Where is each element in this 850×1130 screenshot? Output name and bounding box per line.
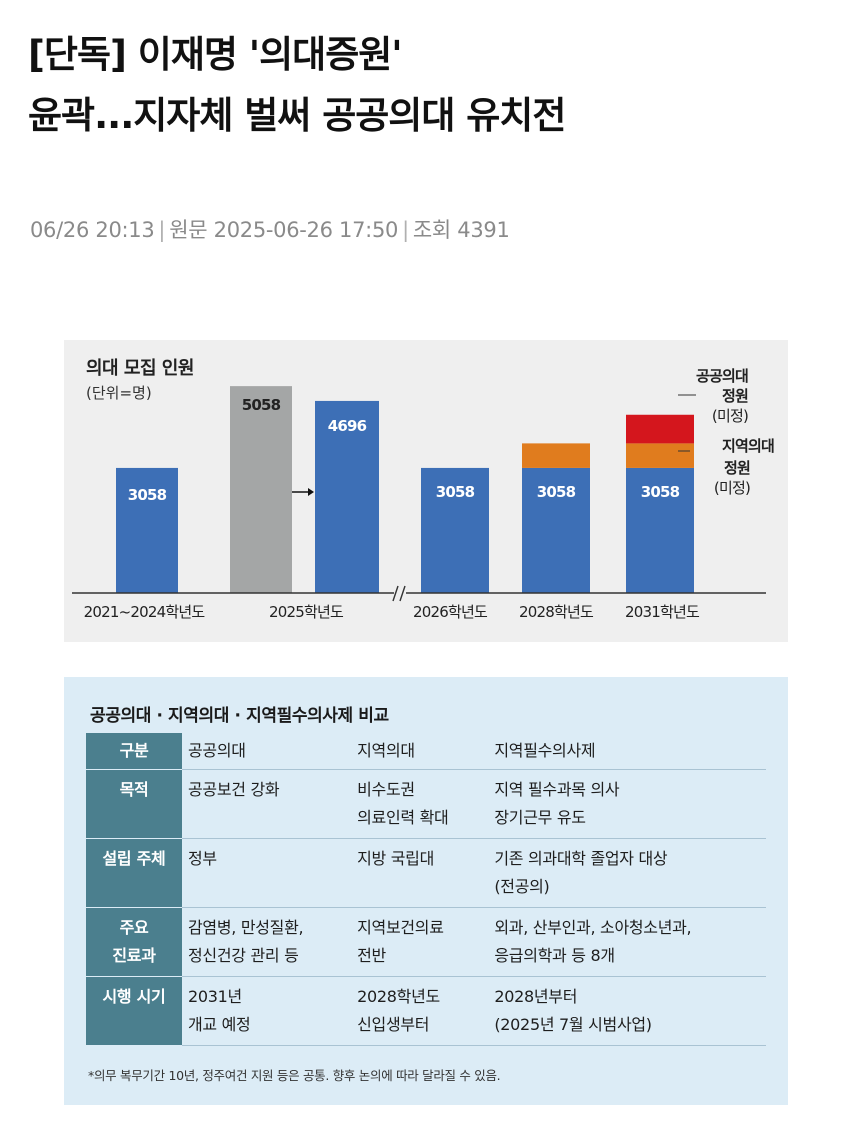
bar-2025-previous [230,386,292,593]
table.rows.2.c2-line: 지역보건의료 [357,918,444,937]
table.rows.2.c1-line: 감염병, 만성질환, [188,918,304,937]
annotation-public: 정원 [722,387,748,405]
table.rows.2.c3-line: 외과, 산부인과, 소아청소년과, [494,918,692,937]
table-row: 목적 공공보건 강화 비수도권 의료인력 확대 지역 필수과목 의사 장기근무 유도 [86,769,766,839]
table-title: 공공의대 · 지역의대 · 지역필수의사제 비교 [90,706,389,726]
table-cell: 2028년부터 (2025년 7월 시범사업) [488,976,766,1046]
table.rows.2.label-line: 주요 [119,918,149,937]
table.rows.3.c1-line: 개교 예정 [188,1015,251,1034]
headline-line-1: [단독] 이재명 '의대증원' [28,33,403,76]
article-headline: [단독] 이재명 '의대증원' 윤곽...지자체 벌써 공공의대 유치전 [28,24,828,146]
table.rows.1.c1-line: 정부 [188,849,217,868]
meta-separator: | [402,218,409,242]
posted-time: 06/26 20:13 [30,218,155,242]
x-tick-label: 2025학년도 [269,603,344,621]
table-footnote: *의무 복무기간 10년, 정주여건 지원 등은 공통. 향후 논의에 따라 달… [88,1068,501,1083]
axis-break-icon [392,585,406,602]
table-row-label: 목적 [86,769,182,839]
annotation-public: (미정) [712,407,748,425]
bar-value-label: 3058 [436,483,475,501]
chart-canvas: 3058 5058 4696 3058 3058 3058 2021~2024학년도 2025… [72,367,775,621]
table-header-cell: 지역필수의사제 [488,733,766,770]
bar-2028학년도 [522,467,590,593]
table-header-cell: 지역의대 [351,733,489,770]
table.rows.3.c2-line: 신입생부터 [357,1015,430,1034]
table-cell: 정부 [182,838,352,908]
table.rows.3.c1-line: 2031년 [188,987,242,1006]
table-header-row: 구분 공공의대 지역의대 지역필수의사제 [86,733,766,770]
table-cell: 외과, 산부인과, 소아청소년과, 응급의학과 등 8개 [488,907,766,977]
x-tick-label: 2028학년도 [519,603,594,621]
arrow-icon [308,488,314,496]
table.rows.3.c3-line: 2028년부터 [494,987,578,1006]
table.rows.2.c1-line: 정신건강 관리 등 [188,946,299,965]
table.rows.0.c1-line: 공공보건 강화 [188,780,280,799]
table.rows.0.label-line: 목적 [119,780,149,799]
table-cell: 기존 의과대학 졸업자 대상 (전공의) [488,838,766,908]
bar-2025 [315,400,379,593]
table.rows.3.label-line: 시행 시기 [102,987,166,1006]
table-cell: 지방 국립대 [351,838,489,908]
table-row-label: 시행 시기 [86,976,182,1046]
bar-value-label: 3058 [128,486,167,504]
bar-value-label: 3058 [641,483,680,501]
original-time: 2025-06-26 17:50 [213,218,399,242]
bar-segment-regional [522,443,590,468]
table-cell: 공공보건 강화 [182,769,352,839]
original-label: 원문 [169,218,208,242]
table-header-cell: 구분 [86,733,182,770]
bar-value-label: 4696 [328,417,367,435]
table.rows.1.label-line: 설립 주체 [102,849,166,868]
bar-segment-public [626,414,694,444]
enrollment-chart: 3058 5058 4696 3058 3058 3058 2021~2024학년도 2025… [64,340,788,642]
x-tick-label: 2026학년도 [413,603,488,621]
table.rows.2.c3-line: 응급의학과 등 8개 [494,946,615,965]
bar-value-label: 3058 [537,483,576,501]
x-tick-label: 2031학년도 [625,603,700,621]
table.rows.0.c2-line: 비수도권 [357,780,415,799]
table.rows.3.c3-line: (2025년 7월 시범사업) [494,1015,652,1034]
bar-segment-regional [626,443,694,468]
table-row-label: 설립 주체 [86,838,182,908]
table.rows.1.c3-line: (전공의) [494,877,550,896]
table.rows.1.c2-line: 지방 국립대 [357,849,435,868]
table.rows.1.c3-line: 기존 의과대학 졸업자 대상 [494,849,668,868]
bar-2031학년도 [626,467,694,593]
table.rows.2.label-line: 진료과 [112,946,156,965]
bar-value-label: 5058 [242,396,281,414]
table.rows.0.c3-line: 지역 필수과목 의사 [494,780,620,799]
table-row: 주요 진료과 감염병, 만성질환, 정신건강 관리 등 지역보건의료 전반 외과, 산부인과… [86,907,766,977]
annotation-regional: (미정) [714,479,750,497]
comparison-table-box: 공공의대 · 지역의대 · 지역필수의사제 비교 구분 공공의대 지역의대 지역필수의… [64,677,788,1105]
table.rows.0.c2-line: 의료인력 확대 [357,808,449,827]
table-cell: 감염병, 만성질환, 정신건강 관리 등 [182,907,352,977]
bar-2021-2024 [116,467,178,593]
table-row: 시행 시기 2031년 개교 예정 2028학년도 신입생부터 2028년부터 (2025년… [86,976,766,1046]
table.rows.0.c3-line: 장기근무 유도 [494,808,586,827]
views-count: 4391 [457,218,510,242]
table-row: 설립 주체 정부 지방 국립대 기존 의과대학 졸업자 대상 (전공의) [86,838,766,908]
table.rows.3.c2-line: 2028학년도 [357,987,440,1006]
bar-2026학년도 [421,467,489,593]
x-tick-label: 2021~2024학년도 [84,603,206,621]
article-meta: 06/26 20:13 | 원문 2025-06-26 17:50 | 조회 4391 [30,214,510,244]
meta-separator: | [158,218,166,242]
annotation-public: 공공의대 [696,367,748,385]
chart-unit: (단위=명) [86,384,152,402]
table-header-cell: 공공의대 [182,733,352,770]
comparison-table: 구분 공공의대 지역의대 지역필수의사제 목적 공공보건 강화 비수도권 의료인력 확대 지역 … [86,733,766,1046]
table.rows.2.c2-line: 전반 [357,946,386,965]
views-label: 조회 [412,218,451,242]
headline-line-2: 윤곽...지자체 벌써 공공의대 유치전 [28,94,566,137]
chart-title: 의대 모집 인원 [86,358,194,379]
annotation-regional: 지역의대 [722,437,774,455]
annotation-regional: 정원 [724,459,750,477]
